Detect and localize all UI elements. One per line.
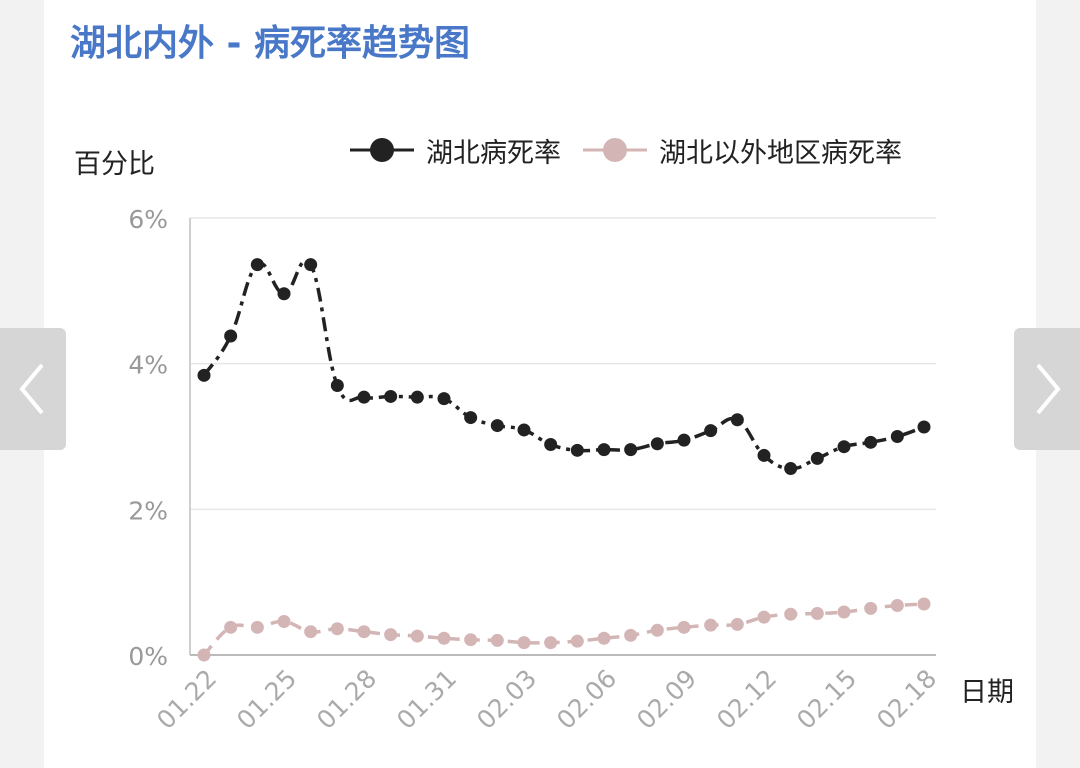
data-point-1[interactable]	[890, 598, 904, 612]
series-group	[197, 258, 931, 662]
legend-marker-hubei	[350, 138, 414, 162]
x-axis-ticks: 01.22 01.25 01.28 01.31 02.03 02.06 02.09 02.12…	[151, 664, 942, 735]
data-point-0[interactable]	[517, 423, 531, 437]
data-point-0[interactable]	[810, 451, 824, 465]
data-point-1[interactable]	[544, 636, 558, 650]
x-tick-label: 02.03	[471, 664, 542, 735]
y-tick-label: 4%	[128, 351, 168, 380]
x-tick-label: 02.06	[551, 664, 622, 735]
data-point-0[interactable]	[357, 390, 371, 404]
data-point-1[interactable]	[224, 620, 238, 634]
data-point-0[interactable]	[544, 438, 558, 452]
data-point-1[interactable]	[437, 631, 451, 645]
y-axis-title: 百分比	[74, 149, 155, 180]
data-point-1[interactable]	[330, 622, 344, 636]
data-point-1[interactable]	[624, 628, 638, 642]
data-point-1[interactable]	[784, 607, 798, 621]
data-point-1[interactable]	[277, 614, 291, 628]
data-point-0[interactable]	[730, 413, 744, 427]
data-point-0[interactable]	[784, 462, 798, 476]
prev-button[interactable]	[0, 328, 66, 450]
chevron-right-icon	[1036, 363, 1061, 415]
data-point-0[interactable]	[384, 389, 398, 403]
series-line-0	[202, 259, 925, 471]
legend-item-outside[interactable]: 湖北以外地区病死率	[583, 131, 902, 170]
x-tick-label: 01.31	[391, 664, 462, 735]
grid-lines	[189, 217, 936, 656]
data-point-1[interactable]	[810, 606, 824, 620]
data-point-0[interactable]	[864, 435, 878, 449]
data-point-1[interactable]	[410, 629, 424, 643]
x-tick-label: 01.25	[231, 664, 302, 735]
data-point-1[interactable]	[250, 620, 264, 634]
y-tick-label: 0%	[128, 642, 168, 671]
chart-legend: 湖北病死率 湖北以外地区病死率	[350, 128, 924, 172]
x-tick-label: 02.09	[631, 664, 702, 735]
data-point-0[interactable]	[837, 440, 851, 454]
data-point-1[interactable]	[384, 628, 398, 642]
data-point-1[interactable]	[730, 617, 744, 631]
data-point-0[interactable]	[464, 411, 478, 425]
data-point-0[interactable]	[624, 443, 638, 457]
data-point-1[interactable]	[864, 601, 878, 615]
data-point-0[interactable]	[890, 430, 904, 443]
y-tick-label: 6%	[128, 205, 168, 234]
legend-item-hubei[interactable]: 湖北病死率	[350, 131, 561, 170]
data-point-0[interactable]	[304, 258, 318, 272]
data-point-1[interactable]	[837, 605, 851, 619]
y-axis-ticks: 0% 2% 4% 6%	[128, 205, 168, 671]
data-point-1[interactable]	[597, 631, 611, 645]
data-point-1[interactable]	[677, 620, 691, 634]
data-point-0[interactable]	[704, 424, 718, 438]
data-point-0[interactable]	[277, 287, 291, 301]
chevron-left-icon	[19, 363, 44, 415]
y-tick-label: 2%	[128, 496, 168, 525]
data-point-1[interactable]	[650, 623, 664, 637]
data-point-1[interactable]	[570, 634, 584, 648]
data-point-0[interactable]	[197, 368, 211, 382]
data-point-0[interactable]	[250, 258, 264, 272]
data-point-1[interactable]	[357, 625, 371, 639]
x-tick-label: 01.28	[311, 664, 382, 735]
legend-label-outside: 湖北以外地区病死率	[659, 137, 902, 169]
data-point-0[interactable]	[570, 443, 584, 457]
legend-label-hubei: 湖北病死率	[426, 137, 561, 169]
data-point-0[interactable]	[677, 433, 691, 447]
data-point-1[interactable]	[517, 636, 531, 650]
chart-card	[44, 0, 1036, 768]
data-point-1[interactable]	[197, 648, 211, 662]
data-point-0[interactable]	[410, 390, 424, 404]
data-point-0[interactable]	[650, 437, 664, 451]
data-point-1[interactable]	[490, 633, 504, 647]
data-point-0[interactable]	[490, 419, 504, 433]
x-tick-label: 02.18	[871, 664, 942, 735]
data-point-1[interactable]	[464, 633, 478, 647]
data-point-0[interactable]	[437, 392, 451, 406]
data-point-1[interactable]	[757, 610, 771, 624]
x-tick-label: 01.22	[151, 664, 222, 735]
data-point-0[interactable]	[224, 329, 238, 343]
page-title: 湖北内外 - 病死率趋势图	[70, 23, 471, 64]
data-point-0[interactable]	[917, 420, 931, 434]
x-tick-label: 02.12	[711, 664, 782, 735]
x-axis-title: 日期	[960, 677, 1014, 708]
data-point-1[interactable]	[917, 597, 931, 611]
data-point-0[interactable]	[330, 379, 344, 393]
data-point-0[interactable]	[597, 443, 611, 457]
data-point-1[interactable]	[304, 625, 318, 639]
next-button[interactable]	[1014, 328, 1080, 450]
data-point-1[interactable]	[704, 618, 718, 632]
legend-marker-outside	[583, 138, 647, 162]
x-tick-label: 02.15	[791, 664, 862, 735]
data-point-0[interactable]	[757, 448, 771, 462]
